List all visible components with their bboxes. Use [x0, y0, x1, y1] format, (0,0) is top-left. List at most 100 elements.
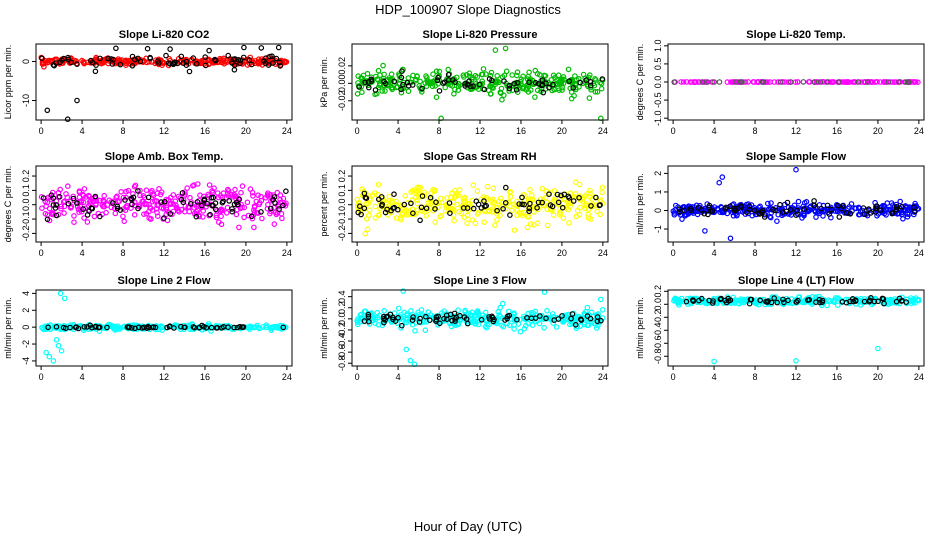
data-point	[801, 206, 808, 212]
data-point	[198, 202, 205, 209]
data-point	[501, 78, 507, 84]
data-point	[520, 191, 527, 198]
data-point	[176, 209, 182, 215]
data-point-outlier	[64, 116, 71, 123]
data-point	[539, 77, 546, 83]
data-point	[61, 210, 67, 216]
x-tick-label: 0	[671, 248, 676, 258]
data-point-outlier	[58, 347, 65, 354]
data-point	[593, 77, 599, 83]
x-tick-label: 8	[121, 126, 126, 136]
data-point	[404, 79, 411, 86]
data-point	[237, 57, 244, 64]
data-point	[550, 81, 556, 88]
data-point	[273, 55, 280, 62]
data-point	[506, 199, 512, 205]
data-point	[557, 79, 564, 86]
data-point	[135, 205, 141, 212]
data-point	[526, 79, 532, 86]
data-point	[489, 84, 495, 91]
data-point	[87, 322, 94, 329]
data-point	[381, 315, 387, 322]
data-point	[361, 205, 368, 212]
data-point	[586, 72, 593, 78]
data-point	[594, 208, 601, 215]
data-point	[828, 206, 835, 213]
y-axis-label: degrees C per min.	[635, 44, 645, 121]
chart-panel: Slope Li-820 Temp. degrees C per min. 0 4 8 1…	[635, 29, 925, 136]
data-point	[236, 224, 242, 231]
data-point	[392, 318, 399, 325]
data-point	[272, 209, 279, 216]
y-tick-label: -0.6	[653, 336, 663, 352]
data-point	[761, 214, 768, 220]
data-point	[494, 211, 500, 217]
data-point	[566, 78, 573, 84]
x-tick-label: 12	[475, 372, 485, 382]
data-point	[500, 92, 507, 99]
data-point	[850, 298, 857, 305]
data-point	[422, 327, 429, 334]
data-point	[414, 73, 421, 80]
data-point	[113, 194, 120, 201]
data-point	[862, 211, 868, 217]
data-point	[370, 314, 377, 321]
data-point	[74, 203, 81, 210]
data-point	[67, 322, 74, 329]
x-tick-label: 20	[557, 126, 567, 136]
data-point	[517, 328, 524, 335]
data-point	[52, 205, 59, 211]
data-point	[456, 208, 463, 215]
data-point	[532, 79, 539, 86]
data-point	[820, 213, 826, 219]
data-point	[673, 298, 679, 305]
data-point	[402, 207, 408, 214]
data-point	[38, 55, 45, 62]
x-tick-label: 24	[914, 248, 924, 258]
data-point	[135, 324, 142, 331]
data-point	[527, 87, 534, 93]
data-point	[81, 186, 88, 192]
data-point	[885, 79, 892, 85]
data-point	[588, 203, 594, 209]
x-tick-label: 4	[80, 372, 85, 382]
data-point	[790, 299, 796, 305]
x-tick-label: 4	[396, 248, 401, 258]
data-point	[671, 297, 677, 304]
data-point	[534, 87, 541, 94]
data-point	[507, 212, 513, 218]
data-point	[274, 189, 281, 196]
data-point	[474, 74, 481, 80]
data-point	[526, 208, 532, 215]
x-tick-label: 24	[598, 372, 608, 382]
data-point	[547, 202, 554, 208]
data-point-outlier	[502, 45, 509, 52]
data-point	[126, 324, 133, 330]
data-point-outlier	[258, 45, 265, 51]
data-point	[199, 322, 205, 329]
data-point	[70, 195, 77, 202]
data-point	[548, 77, 555, 83]
data-point	[480, 66, 487, 72]
y-tick-label: 0.2	[337, 170, 347, 183]
data-point	[382, 80, 389, 87]
data-point	[414, 200, 421, 207]
data-point	[455, 83, 462, 90]
data-point	[511, 227, 518, 234]
data-point	[230, 56, 237, 63]
data-point	[573, 213, 580, 220]
data-point	[245, 212, 252, 219]
data-point	[212, 200, 219, 206]
data-point	[135, 55, 141, 62]
y-axis-label: ml/min per min.	[635, 297, 645, 359]
data-point	[67, 324, 73, 331]
x-tick-label: 4	[712, 372, 717, 382]
data-point	[561, 312, 568, 319]
data-point	[872, 209, 879, 215]
data-point	[231, 324, 237, 331]
data-point	[491, 199, 498, 206]
data-point	[593, 194, 599, 201]
figure-title: HDP_100907 Slope Diagnostics	[375, 2, 561, 17]
data-point	[276, 206, 282, 213]
data-point	[362, 79, 368, 86]
